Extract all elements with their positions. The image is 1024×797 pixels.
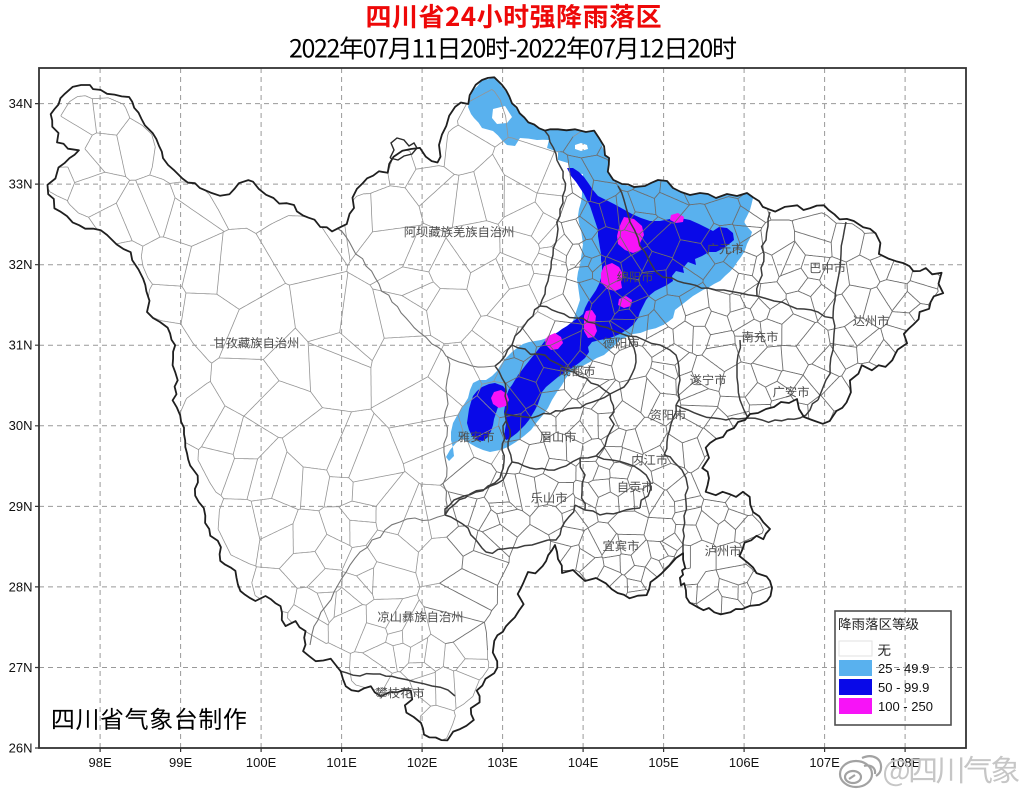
svg-text:99E: 99E [169,755,192,770]
svg-text:34N: 34N [9,96,33,111]
svg-text:105E: 105E [648,755,679,770]
svg-text:103E: 103E [487,755,518,770]
svg-text:33N: 33N [9,177,33,192]
svg-text:29N: 29N [9,499,33,514]
svg-text:32N: 32N [9,257,33,272]
svg-text:100E: 100E [246,755,277,770]
svg-text:27N: 27N [9,660,33,675]
svg-text:106E: 106E [729,755,760,770]
svg-text:50 - 99.9: 50 - 99.9 [878,680,929,695]
svg-text:31N: 31N [9,338,33,353]
svg-text:100 - 250: 100 - 250 [878,699,933,714]
svg-text:30N: 30N [9,418,33,433]
svg-text:25 - 49.9: 25 - 49.9 [878,661,929,676]
svg-text:102E: 102E [407,755,438,770]
svg-text:104E: 104E [568,755,599,770]
svg-text:107E: 107E [809,755,840,770]
svg-text:26N: 26N [9,740,33,755]
svg-text:28N: 28N [9,579,33,594]
svg-text:98E: 98E [89,755,112,770]
svg-text:101E: 101E [326,755,357,770]
